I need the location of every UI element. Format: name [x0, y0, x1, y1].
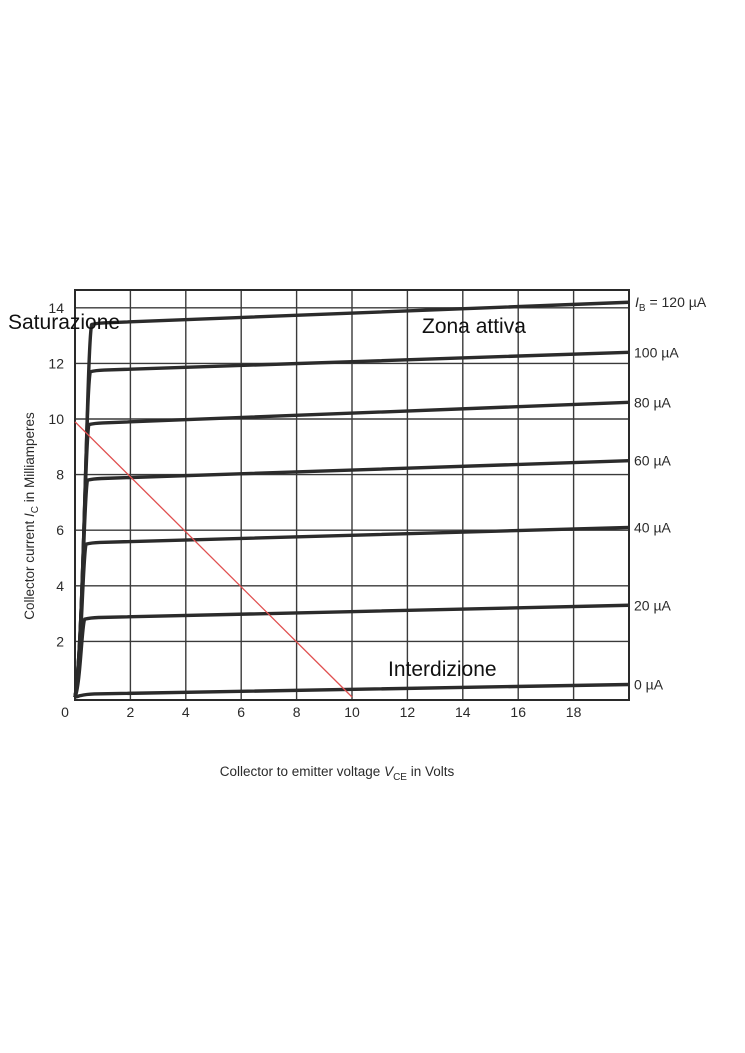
load-line — [74, 421, 353, 698]
x-tick-label: 12 — [400, 704, 416, 720]
x-tick-label: 0 — [61, 704, 69, 720]
y-tick-label: 10 — [48, 411, 64, 427]
x-tick-label: 18 — [566, 704, 582, 720]
tick-labels: 0 2 4 6 8 10 12 14 16 18 2 4 6 8 10 12 14 — [48, 300, 581, 720]
annotation-active-zone: Zona attiva — [422, 315, 526, 338]
y-tick-label: 14 — [48, 300, 64, 316]
y-tick-label: 4 — [56, 578, 64, 594]
curve-series — [73, 603, 630, 698]
curve-label: 20 µA — [634, 597, 672, 613]
curve-labels: IB = 120 µA 100 µA 80 µA 60 µA 40 µA 20 µA 0 µ… — [634, 294, 707, 692]
curve-series — [74, 682, 630, 699]
x-tick-label: 14 — [455, 704, 471, 720]
x-tick-label: 8 — [293, 704, 301, 720]
curve-label: 0 µA — [634, 676, 664, 692]
x-tick-label: 10 — [344, 704, 360, 720]
x-tick-label: 16 — [510, 704, 526, 720]
y-tick-label: 6 — [56, 522, 64, 538]
curve-label: IB = 120 µA — [635, 294, 707, 314]
y-tick-label: 8 — [56, 467, 64, 483]
y-tick-label: 2 — [56, 633, 64, 649]
x-axis-label: Collector to emitter voltage VCE in Volt… — [220, 764, 455, 783]
x-tick-label: 6 — [237, 704, 245, 720]
plot-frame — [74, 289, 630, 701]
curve-label: 80 µA — [634, 394, 672, 410]
annotation-cutoff: Interdizione — [388, 658, 497, 681]
x-tick-label: 2 — [127, 704, 135, 720]
y-axis-label: Collector current IC in Milliamperes — [22, 412, 41, 620]
annotation-saturation: Saturazione — [8, 311, 120, 334]
y-tick-label: 12 — [48, 355, 64, 371]
curve-label: 100 µA — [634, 344, 679, 360]
x-tick-label: 4 — [182, 704, 190, 720]
curve-label: 40 µA — [634, 519, 672, 535]
grid-lines — [75, 290, 629, 700]
curve-label: 60 µA — [634, 453, 672, 469]
characteristic-curves — [73, 300, 630, 699]
